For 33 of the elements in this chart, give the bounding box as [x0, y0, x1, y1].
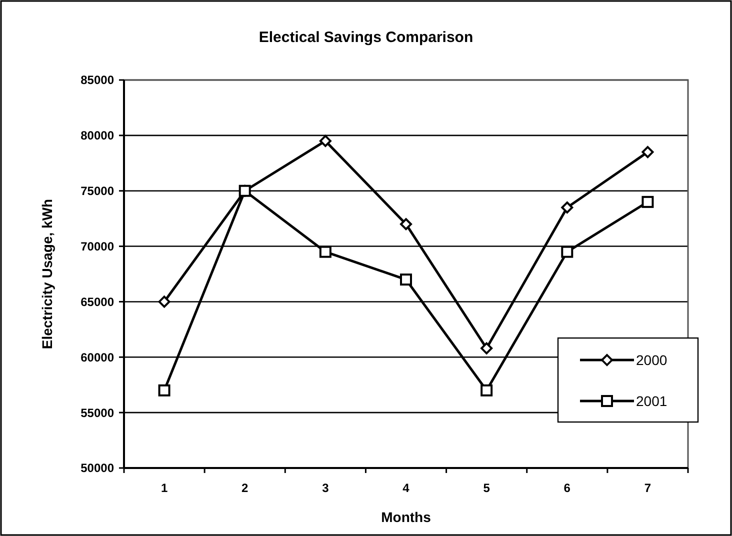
point	[561, 246, 574, 258]
legend-label: 2000	[636, 352, 668, 368]
x-tick-label: 6	[564, 481, 571, 495]
y-axis-title: Electricity Usage, kWh	[39, 198, 55, 350]
point	[480, 384, 493, 396]
x-tick-label: 5	[483, 481, 490, 495]
y-tick-label: 75000	[80, 184, 114, 198]
point	[319, 246, 332, 258]
y-tick-label: 85000	[80, 73, 114, 88]
point	[642, 196, 654, 208]
x-tick-label: 1	[160, 481, 168, 495]
x-tick-label: 2	[242, 481, 249, 495]
x-tick-label: 4	[402, 481, 410, 495]
legend-label: 2001	[636, 392, 668, 409]
y-tick-label: 55000	[80, 406, 114, 420]
x-axis-title: Months	[381, 509, 432, 525]
point	[158, 296, 170, 308]
x-tick-label: 7	[644, 481, 652, 495]
y-tick-label: 50000	[80, 461, 114, 476]
point	[400, 218, 412, 230]
point	[480, 342, 493, 354]
y-tick-label: 65000	[80, 294, 114, 309]
point	[561, 201, 574, 214]
point	[238, 184, 251, 197]
x-tick-label: 3	[322, 481, 330, 495]
point	[158, 384, 170, 396]
point	[319, 134, 332, 147]
y-tick-label: 70000	[80, 239, 114, 254]
chart-title: Electical Savings Comparison	[258, 29, 474, 46]
y-tick-label: 80000	[80, 128, 114, 143]
point	[400, 274, 412, 286]
y-tick-label: 60000	[80, 350, 114, 364]
point	[642, 146, 654, 158]
